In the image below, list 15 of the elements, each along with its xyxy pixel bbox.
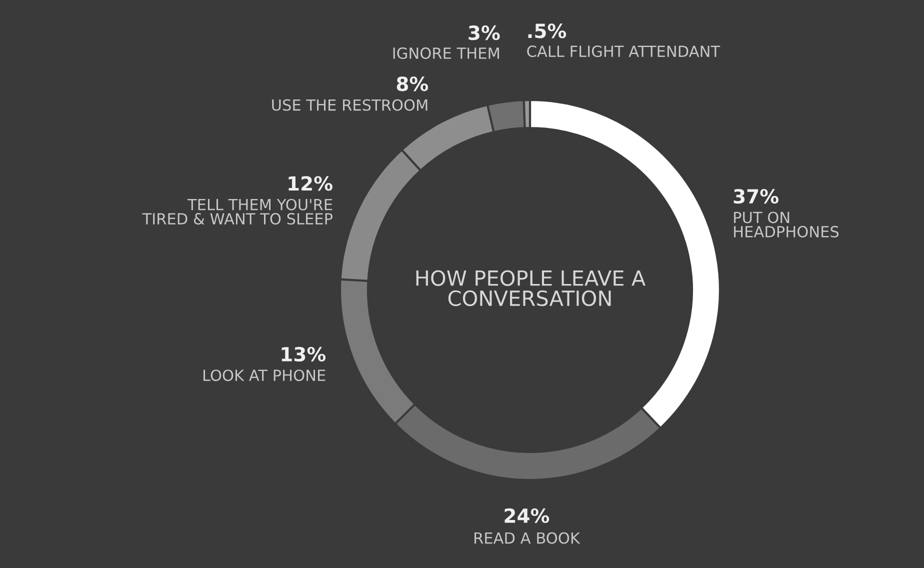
data-label: 12%: [288, 176, 332, 191]
slice-label: CALL FLIGHT ATTENDANT: [527, 46, 720, 58]
data-label: 24%: [504, 508, 550, 524]
data-label: 3%: [468, 25, 500, 40]
data-label: 13%: [282, 346, 326, 362]
data-label: .5%: [528, 24, 566, 38]
slice-label: TELL THEM YOU'RE TIRED & WANT TO SLEEP: [142, 198, 333, 225]
slice-label: IGNORE THEM: [393, 47, 499, 59]
data-label: 37%: [734, 188, 778, 204]
slice-label: LOOK AT PHONE: [204, 370, 326, 382]
slice-label: PUT ON HEADPHONES: [734, 212, 839, 238]
slice-label: READ A BOOK: [474, 532, 580, 544]
slice-label: USE THE RESTROOM: [272, 99, 428, 111]
text: HOW PEOPLE LEAVE A CONVERSATION: [416, 270, 646, 306]
data-label: 8%: [396, 76, 428, 92]
